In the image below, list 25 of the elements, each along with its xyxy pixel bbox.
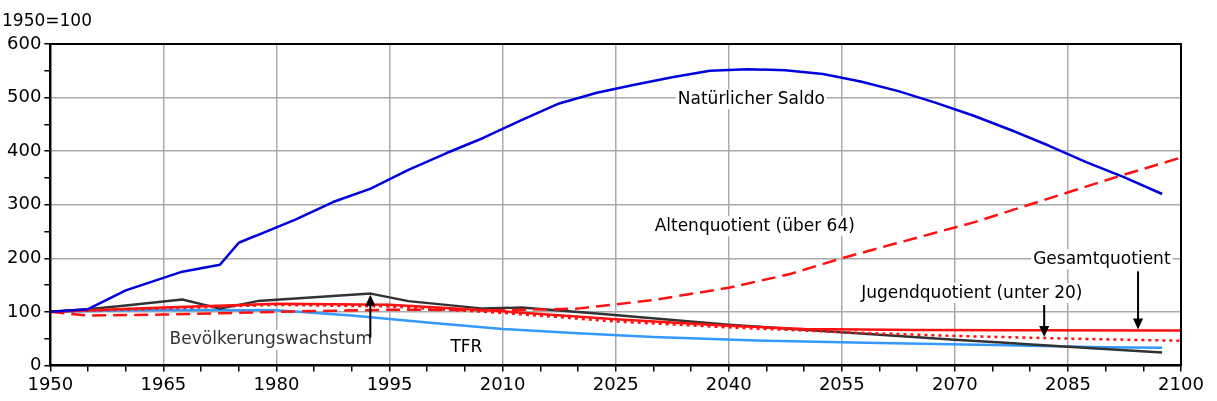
y-tick-label: 600 (7, 31, 42, 53)
y-tick-label: 100 (7, 299, 42, 321)
x-tick-label: 2055 (818, 372, 865, 394)
x-tick-label: 2100 (1158, 372, 1204, 394)
series-label: Altenquotient (über 64) (654, 214, 855, 235)
x-tick-label: 2040 (705, 372, 752, 394)
x-tick-label: 2085 (1045, 372, 1091, 394)
series-label: Jugendquotient (unter 20) (860, 281, 1083, 302)
series-label: TFR (449, 336, 483, 357)
y-axis-title: 1950=100 (2, 9, 92, 30)
y-tick-label: 0 (29, 353, 42, 375)
x-tick-label: 2010 (479, 372, 526, 394)
x-tick-label: 1965 (140, 372, 187, 394)
x-tick-label: 1950 (27, 372, 74, 394)
text: Gesamtquotient (1033, 247, 1171, 268)
y-tick-label: 300 (7, 192, 42, 214)
x-tick-label: 1995 (366, 372, 413, 394)
series-label: Bevölkerungswachstum (169, 328, 373, 349)
y-tick-label: 400 (7, 138, 42, 160)
y-tick-label: 500 (7, 85, 42, 107)
y-tick-label: 200 (7, 245, 42, 267)
x-tick-label: 1980 (253, 372, 300, 394)
x-tick-label: 2070 (931, 372, 978, 394)
series-label: Natürlicher Saldo (677, 87, 825, 108)
x-tick-label: 2025 (592, 372, 639, 394)
